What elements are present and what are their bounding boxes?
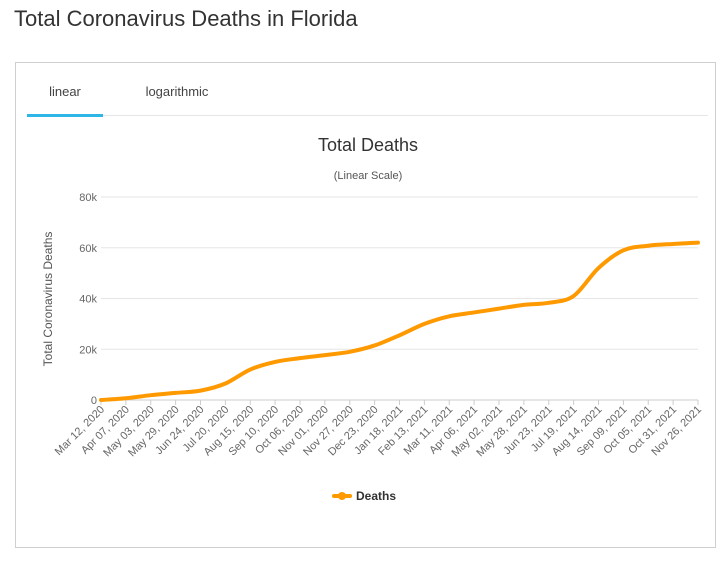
scale-tabs: linear logarithmic — [27, 77, 708, 117]
y-tick-label: 40k — [79, 294, 97, 306]
y-tick-label: 60k — [79, 243, 97, 255]
chart-panel: linear logarithmic Total Deaths (Linear … — [15, 62, 716, 548]
line-chart: Total Deaths (Linear Scale) Total Corona… — [41, 135, 704, 503]
tab-linear[interactable]: linear — [27, 77, 103, 117]
chart-title: Total Deaths — [318, 135, 418, 155]
legend-marker — [338, 492, 346, 500]
y-tick-label: 80k — [79, 192, 97, 204]
legend-label: Deaths — [356, 489, 396, 503]
y-axis-ticks: 0 20k 40k 60k 80k — [79, 192, 97, 407]
y-tick-label: 0 — [91, 395, 97, 407]
page-title: Total Coronavirus Deaths in Florida — [14, 6, 358, 31]
y-tick-label: 20k — [79, 344, 97, 356]
legend[interactable]: Deaths — [332, 489, 396, 503]
chart-subtitle: (Linear Scale) — [334, 170, 402, 182]
series-deaths — [99, 240, 700, 402]
gridlines — [101, 196, 698, 401]
series-line — [99, 240, 700, 402]
y-axis-label: Total Coronavirus Deaths — [41, 232, 55, 367]
tab-logarithmic[interactable]: logarithmic — [145, 84, 209, 99]
